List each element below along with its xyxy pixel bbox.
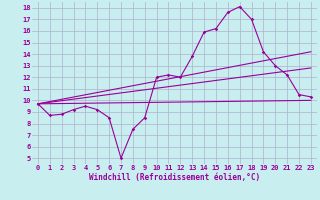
X-axis label: Windchill (Refroidissement éolien,°C): Windchill (Refroidissement éolien,°C) xyxy=(89,173,260,182)
